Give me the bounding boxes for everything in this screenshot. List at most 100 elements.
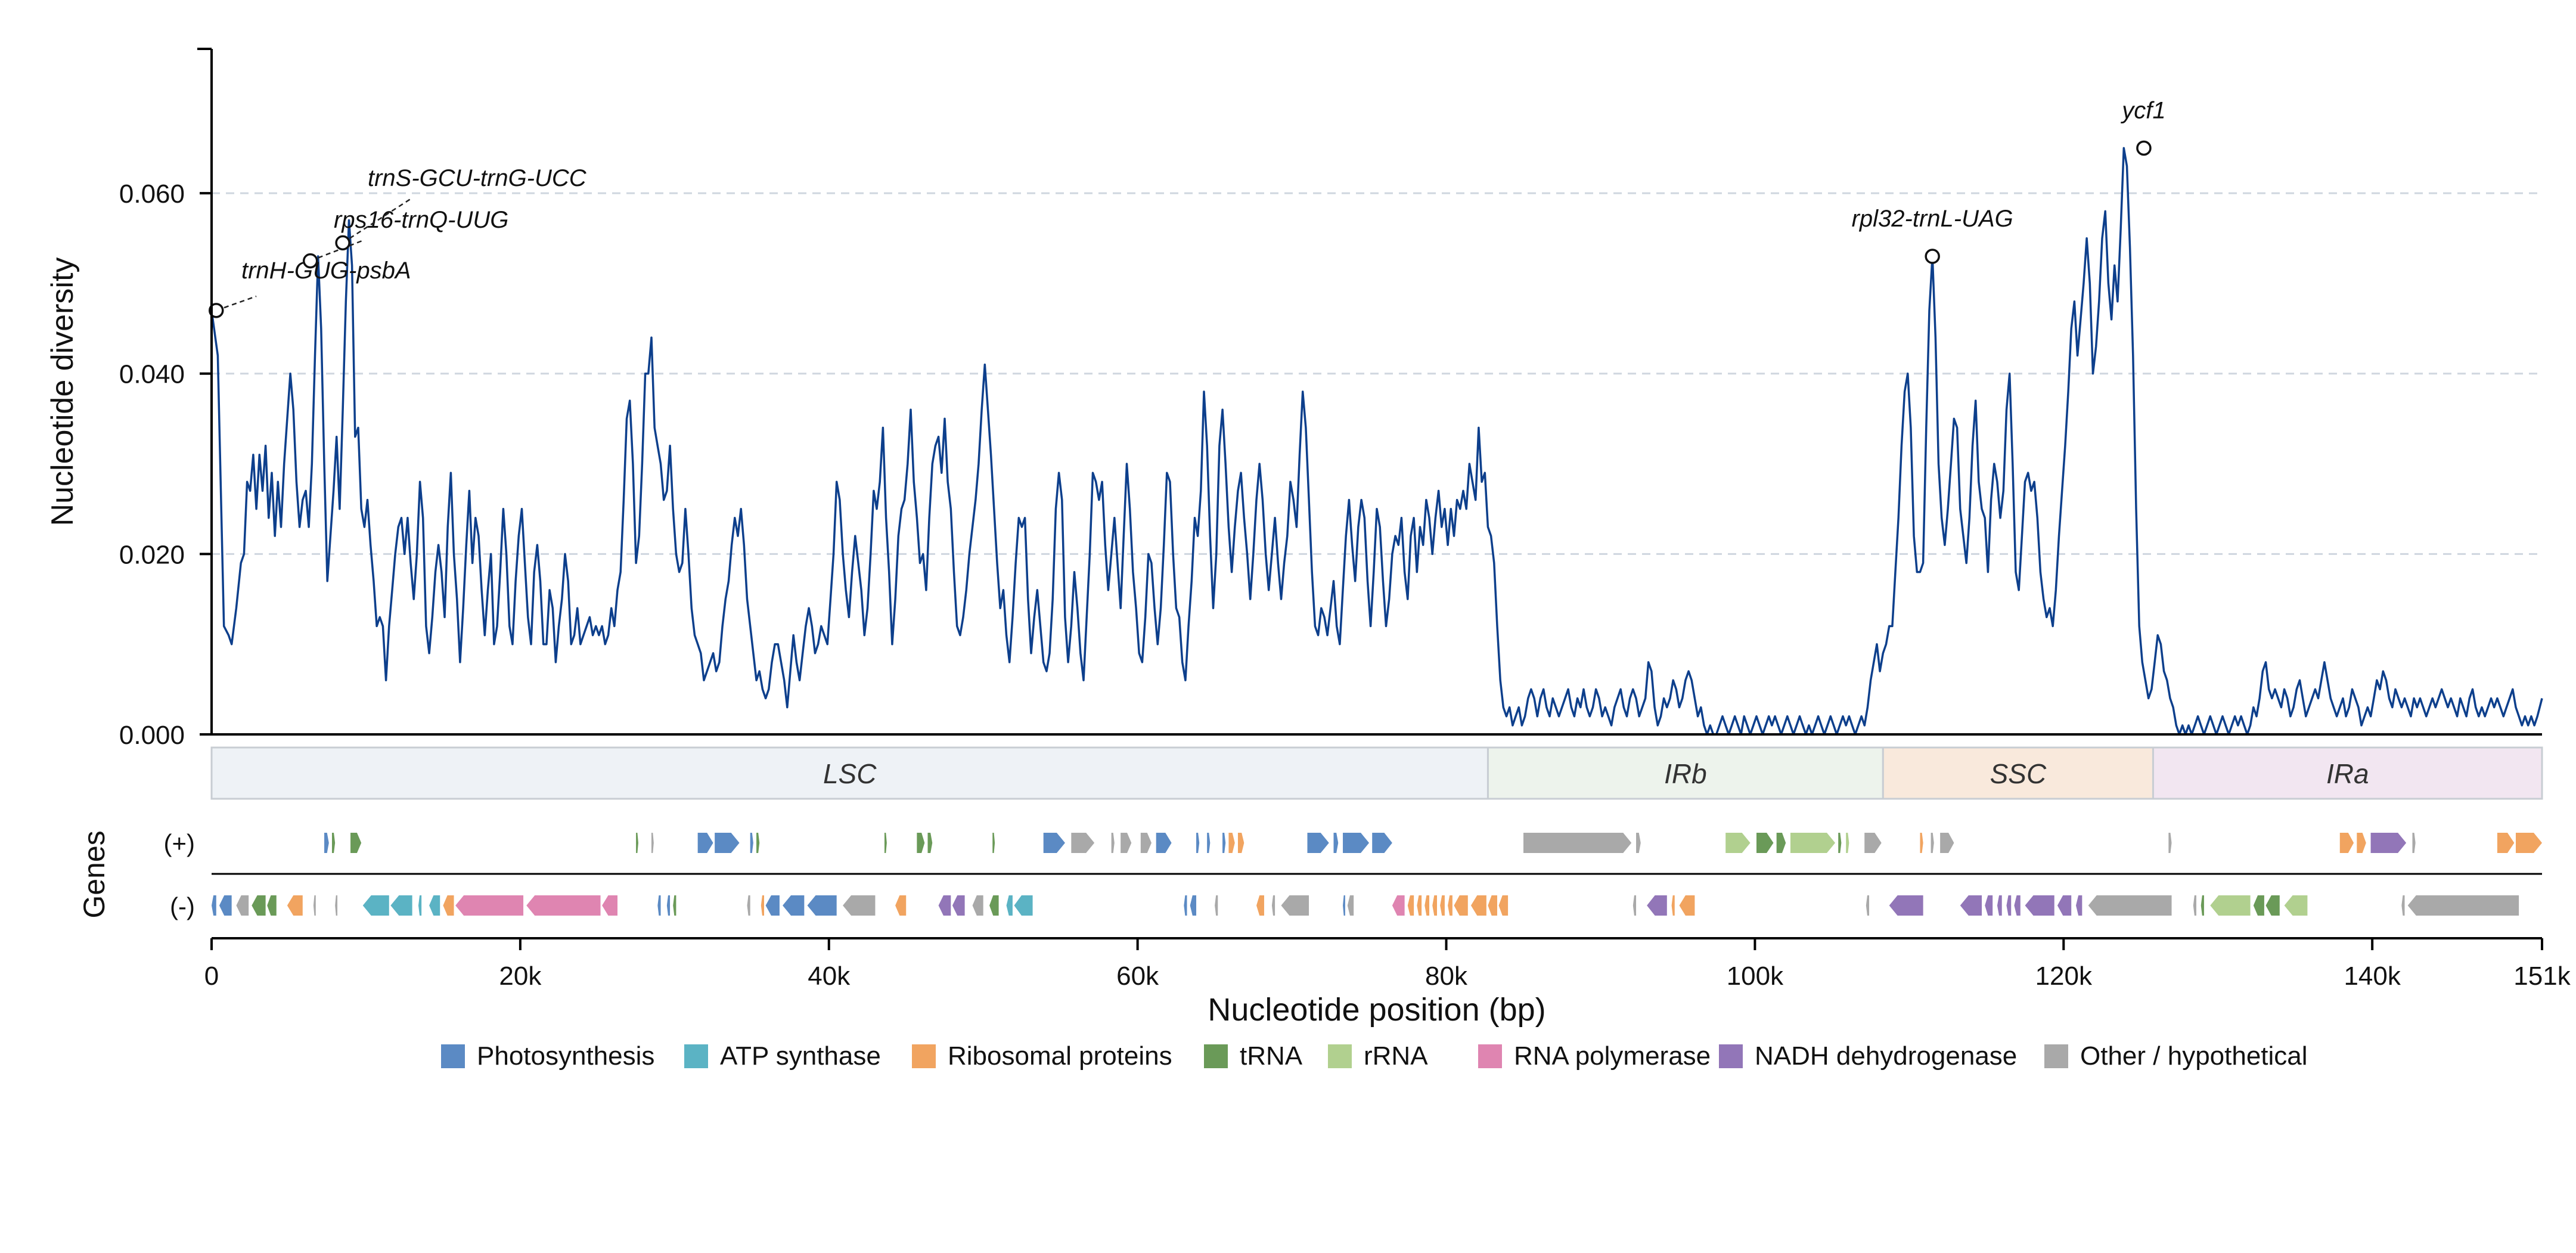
legend-label-rnapol: RNA polymerase xyxy=(1514,1041,1711,1071)
gene-ribosomal xyxy=(2357,833,2366,853)
gene-ribosomal xyxy=(1920,833,1923,853)
gene-rnapol xyxy=(455,895,524,916)
legend: Photosynthesis ATP synthase Ribosomal prot… xyxy=(441,1041,2308,1071)
gene-other xyxy=(2407,895,2519,916)
gene-trna xyxy=(252,895,266,916)
gene-other xyxy=(313,895,316,916)
gene-rnapol xyxy=(602,895,618,916)
annotation-label: rps16-trnQ-UUG xyxy=(334,207,508,233)
x-ticks: 0 20k 40k 60k 80k 100k 120k 140k 151k xyxy=(204,938,2571,991)
region-label: IRb xyxy=(1664,758,1707,789)
y-grid xyxy=(212,192,2542,555)
gene-atp xyxy=(1014,895,1033,916)
x-tick-label: 80k xyxy=(1425,962,1468,991)
axes xyxy=(197,48,2542,939)
gene-nadh xyxy=(2076,895,2082,916)
gene-photosynthesis xyxy=(1207,833,1211,853)
strand-label-plus: (+) xyxy=(164,829,195,857)
x-tick-label: 40k xyxy=(808,962,851,991)
gene-other xyxy=(1111,833,1115,853)
gene-ribosomal xyxy=(443,895,454,916)
gene-rrna xyxy=(1790,833,1836,853)
gene-photosynthesis xyxy=(807,895,837,916)
gene-photosynthesis xyxy=(666,895,671,916)
gene-other xyxy=(1071,833,1095,853)
gene-other xyxy=(1140,833,1152,853)
gene-ribosomal xyxy=(1671,895,1675,916)
legend-label-photosynthesis: Photosynthesis xyxy=(477,1041,654,1071)
gene-trna xyxy=(2201,895,2204,916)
gene-other xyxy=(2193,895,2196,916)
x-tick-label: 140k xyxy=(2344,962,2401,991)
gene-ribosomal xyxy=(1488,895,1497,916)
gene-rrna xyxy=(1846,833,1849,853)
gene-trna xyxy=(350,833,362,853)
gene-trna xyxy=(1838,833,1842,853)
gene-photosynthesis xyxy=(750,833,753,853)
gene-atp xyxy=(390,895,412,916)
gene-ribosomal xyxy=(287,895,303,916)
legend-label-atp: ATP synthase xyxy=(720,1041,881,1071)
gene-other xyxy=(1864,833,1882,853)
gene-atp xyxy=(362,895,389,916)
gene-photosynthesis xyxy=(1196,833,1200,853)
gene-other xyxy=(747,895,750,916)
legend-swatch-other xyxy=(2044,1044,2068,1068)
gene-ribosomal xyxy=(1417,895,1422,916)
gene-photosynthesis xyxy=(1156,833,1172,853)
gene-other xyxy=(972,895,983,916)
gene-trna xyxy=(267,895,277,916)
x-tick-label: 100k xyxy=(1727,962,1784,991)
gene-nadh xyxy=(2025,895,2054,916)
gene-ribosomal xyxy=(1228,833,1235,853)
gene-photosynthesis xyxy=(1372,833,1392,853)
x-tick-label: 20k xyxy=(499,962,542,991)
gene-nadh xyxy=(1647,895,1667,916)
gene-ribosomal xyxy=(2497,833,2515,853)
gene-photosynthesis xyxy=(1043,833,1065,853)
gene-photosynthesis xyxy=(1184,895,1187,916)
legend-label-other: Other / hypothetical xyxy=(2080,1041,2308,1071)
annotation-marker xyxy=(335,235,350,251)
gene-atp xyxy=(429,895,440,916)
gene-other xyxy=(1931,833,1934,853)
legend-label-trna: tRNA xyxy=(1240,1041,1303,1071)
gene-photosynthesis xyxy=(1190,895,1197,916)
gene-trna xyxy=(331,833,336,853)
gene-trna xyxy=(989,895,999,916)
annotation-marker xyxy=(2136,140,2152,156)
gene-nadh xyxy=(1985,895,1993,916)
gene-other xyxy=(1940,833,1954,853)
gene-other xyxy=(651,833,654,853)
gene-nadh xyxy=(952,895,965,916)
gene-track-minus xyxy=(212,895,2519,916)
annotation-layer: trnH-GUG-psbA rps16-trnQ-UUG trnS-GCU-trnG… xyxy=(209,97,2166,318)
gene-photosynthesis xyxy=(783,895,805,916)
legend-swatch-atp xyxy=(684,1044,708,1068)
gene-trna xyxy=(673,895,676,916)
gene-photosynthesis xyxy=(324,833,329,853)
gene-other xyxy=(2168,833,2172,853)
gene-other xyxy=(335,895,338,916)
genes-label: Genes xyxy=(77,830,111,918)
annotation-marker xyxy=(209,303,224,318)
region-label: SSC xyxy=(1990,758,2047,789)
y-tick-label: 0.020 xyxy=(119,540,185,569)
gene-rrna xyxy=(2210,895,2251,916)
region-band-lsc xyxy=(210,746,1489,800)
gene-ribosomal xyxy=(1407,895,1414,916)
gene-other xyxy=(236,895,249,916)
annotation-leader xyxy=(216,295,257,311)
annotation-marker xyxy=(1925,249,1940,264)
gene-nadh xyxy=(1889,895,1923,916)
gene-nadh xyxy=(938,895,951,916)
gene-photosynthesis xyxy=(715,833,740,853)
gene-ribosomal xyxy=(2339,833,2354,853)
gene-photosynthesis xyxy=(1343,895,1345,916)
gene-trna xyxy=(1756,833,1774,853)
region-band-ssc xyxy=(1882,746,2154,800)
gene-photosynthesis xyxy=(697,833,713,853)
annotation-label: ycf1 xyxy=(2120,97,2165,123)
diversity-line-layer xyxy=(210,147,2543,736)
legend-swatch-rnapol xyxy=(1478,1044,1502,1068)
